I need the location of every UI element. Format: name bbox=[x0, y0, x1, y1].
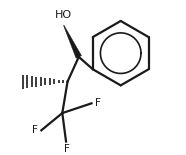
Text: F: F bbox=[95, 98, 101, 108]
Text: HO: HO bbox=[54, 10, 72, 20]
Polygon shape bbox=[64, 25, 81, 58]
Text: F: F bbox=[64, 144, 70, 154]
Text: F: F bbox=[32, 125, 38, 135]
